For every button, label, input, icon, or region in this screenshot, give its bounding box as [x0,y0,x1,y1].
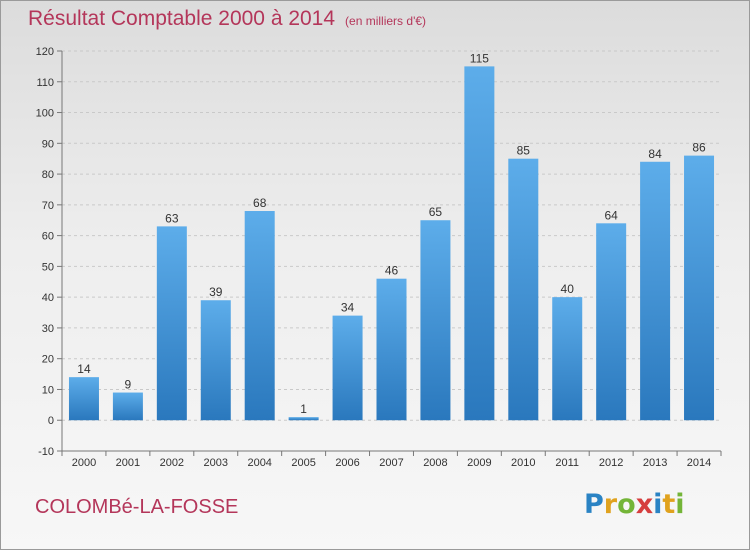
x-tick-label-2006: 2006 [335,457,359,469]
y-tick-label: 60 [42,231,54,243]
y-tick-label: 50 [42,261,54,273]
y-tick-label: 120 [36,46,54,58]
data-label-2009: 115 [470,51,489,65]
data-label-2013: 84 [648,147,662,161]
bar-2008 [420,220,451,421]
bars [68,66,715,421]
y-tick-label: 70 [42,200,54,212]
data-label-2010: 85 [517,144,531,158]
bar-chart: -10 0 10 20 30 40 50 60 70 80 90 100 110 120 2000 2001 2… [36,46,722,469]
bar-2004 [244,211,275,421]
y-tick-label: 110 [36,77,54,89]
bar-2009 [464,66,495,421]
x-tick-label-2014: 2014 [687,457,711,469]
x-tick-label-2000: 2000 [72,457,96,469]
logo-letter: t [662,489,676,520]
x-tick-label-2003: 2003 [204,457,228,469]
data-label-2002: 63 [165,211,179,225]
chart-title: Résultat Comptable 2000 à 2014 (en millie… [28,7,426,31]
x-tick-label-2013: 2013 [643,457,667,469]
data-label-2014: 86 [692,141,706,155]
x-tick-label-2009: 2009 [467,457,491,469]
data-label-2012: 64 [604,208,618,222]
data-label-2001: 9 [125,378,132,392]
bar-2010 [508,158,539,421]
data-label-2005: 1 [300,402,307,416]
logo-letter: P [584,489,604,520]
bar-2011 [552,297,583,421]
bar-2005 [288,417,319,421]
bar-2001 [112,392,143,421]
bar-2003 [200,300,231,421]
x-tick-label-2010: 2010 [511,457,535,469]
axes: -10 0 10 20 30 40 50 60 70 80 90 100 110 120 2000 2001 2… [36,46,722,469]
commune-name: COLOMBé-LA-FOSSE [35,496,239,518]
x-tick-label-2004: 2004 [247,457,271,469]
data-label-2007: 46 [385,264,399,278]
x-tick-label-2001: 2001 [116,457,140,469]
x-tick-label-2011: 2011 [555,457,579,469]
bar-2007 [376,278,407,421]
data-label-2003: 39 [209,285,223,299]
chart-subtitle: (en milliers d'€) [345,14,427,28]
y-tick-label: 20 [42,354,54,366]
bar-2012 [596,223,627,421]
x-tick-label-2012: 2012 [599,457,623,469]
bar-2000 [68,377,99,421]
data-label-2000: 14 [77,362,91,376]
data-label-2008: 65 [429,205,443,219]
data-label-2006: 34 [341,301,355,315]
bar-2014 [684,155,715,421]
x-tick-label-2008: 2008 [423,457,447,469]
data-label-2011: 40 [561,282,575,296]
y-tick-label: 30 [42,323,54,335]
logo-letter: i [653,489,663,520]
proxiti-logo: Proxiti [584,489,685,520]
y-tick-label: 100 [36,108,54,120]
data-label-2004: 68 [253,196,267,210]
bar-2002 [156,226,187,421]
y-tick-label: 0 [48,415,54,427]
x-tick-label-2005: 2005 [291,457,315,469]
y-tick-label: -10 [38,446,54,458]
y-tick-label: 40 [42,292,54,304]
x-tick-label-2007: 2007 [379,457,403,469]
logo-letter: i [675,489,685,520]
y-tick-label: 10 [42,384,54,396]
data-labels: 14 9 63 39 68 1 34 46 65 115 85 40 64 84 86 [77,51,706,416]
y-tick-label: 80 [42,169,54,181]
chart-title-text: Résultat Comptable 2000 à 2014 [28,7,336,30]
bar-2013 [640,161,671,421]
logo-letter: r [603,489,618,520]
logo-letter: o [617,489,636,520]
logo-letter: x [635,489,654,520]
x-tick-label-2002: 2002 [160,457,184,469]
y-tick-label: 90 [42,138,54,150]
bar-2006 [332,315,363,421]
